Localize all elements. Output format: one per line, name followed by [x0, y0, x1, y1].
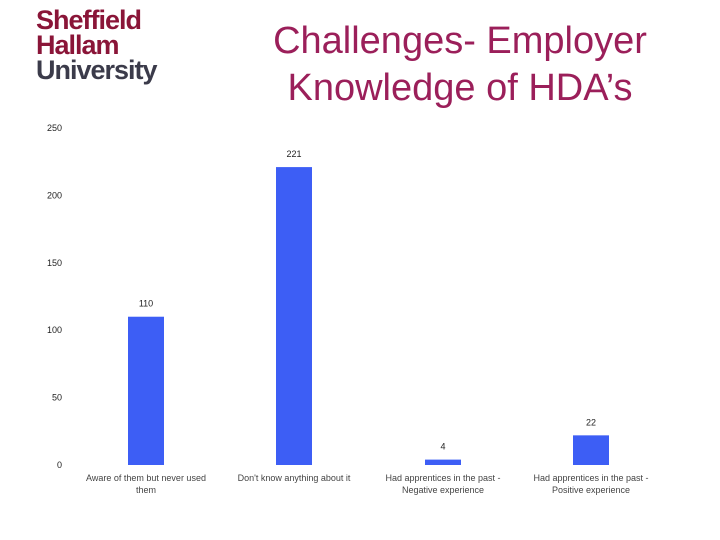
- university-logo: Sheffield Hallam University: [36, 5, 196, 85]
- y-tick-label: 50: [52, 393, 62, 403]
- bar: [425, 459, 461, 465]
- bar: [128, 316, 164, 465]
- bar: [276, 167, 312, 466]
- category-label: Don't know anything about it: [237, 473, 351, 483]
- y-tick-label: 0: [57, 460, 62, 470]
- logo-line-1: Sheffield: [36, 5, 142, 35]
- bar: [573, 435, 609, 465]
- y-tick-label: 150: [47, 258, 62, 268]
- y-tick-label: 250: [47, 123, 62, 133]
- logo-line-2: Hallam: [36, 30, 120, 60]
- logo-line-3: University: [36, 55, 158, 85]
- category-label: Had apprentices in the past - Positive e…: [533, 473, 649, 495]
- data-label: 221: [286, 149, 301, 159]
- data-label: 110: [139, 299, 153, 309]
- y-tick-label: 100: [47, 325, 62, 335]
- y-tick-label: 200: [47, 190, 62, 200]
- data-label: 4: [440, 442, 445, 452]
- chart-title: Challenges- Employer Knowledge of HDA’s: [273, 20, 647, 109]
- data-label: 22: [586, 417, 596, 427]
- category-label: Had apprentices in the past - Negative e…: [385, 473, 501, 495]
- category-label: Aware of them but never used them: [86, 473, 206, 495]
